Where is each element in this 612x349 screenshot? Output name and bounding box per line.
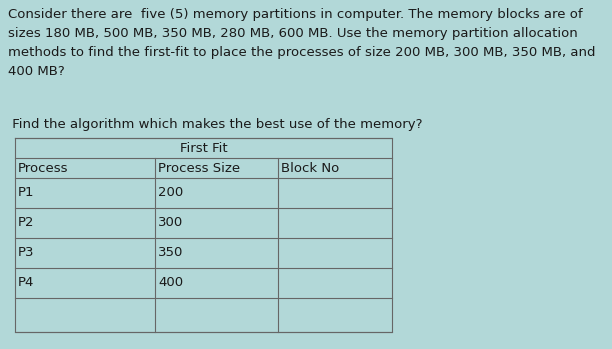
Text: 200: 200	[158, 186, 183, 200]
Text: 300: 300	[158, 216, 183, 230]
Text: P3: P3	[18, 246, 34, 260]
Text: P4: P4	[18, 276, 34, 290]
Text: 350: 350	[158, 246, 184, 260]
Text: Process Size: Process Size	[158, 162, 240, 174]
Text: sizes 180 MB, 500 MB, 350 MB, 280 MB, 600 MB. Use the memory partition allocatio: sizes 180 MB, 500 MB, 350 MB, 280 MB, 60…	[8, 27, 578, 40]
Text: 400: 400	[158, 276, 183, 290]
Text: Block No: Block No	[281, 162, 339, 174]
Text: methods to find the first-fit to place the processes of size 200 MB, 300 MB, 350: methods to find the first-fit to place t…	[8, 46, 595, 59]
Text: First Fit: First Fit	[180, 141, 227, 155]
Text: 400 MB?: 400 MB?	[8, 65, 65, 78]
Text: P2: P2	[18, 216, 34, 230]
Text: P1: P1	[18, 186, 34, 200]
Text: Process: Process	[18, 162, 69, 174]
Text: Consider there are  five (5) memory partitions in computer. The memory blocks ar: Consider there are five (5) memory parti…	[8, 8, 583, 21]
Text: Find the algorithm which makes the best use of the memory?: Find the algorithm which makes the best …	[8, 118, 422, 131]
